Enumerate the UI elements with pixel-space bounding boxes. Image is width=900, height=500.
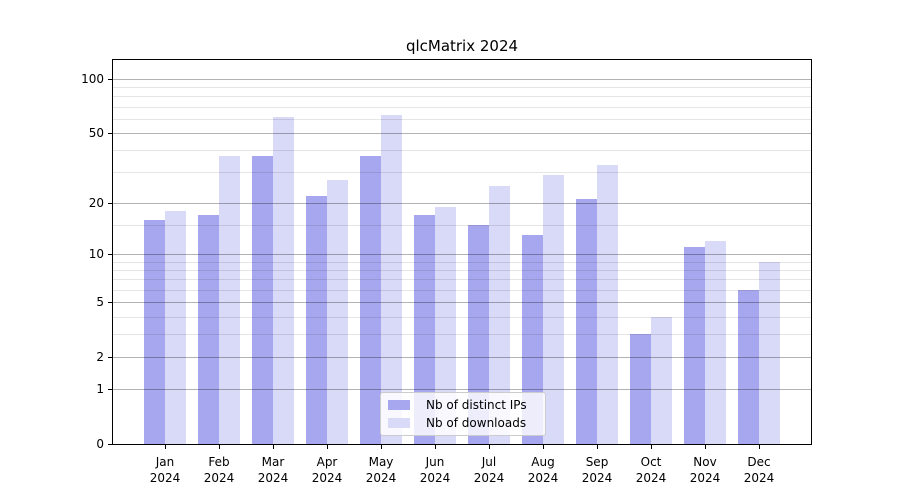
gridlines-layer xyxy=(113,60,811,444)
y-tick-label-1: 1 xyxy=(96,382,104,396)
gridline-minor-8 xyxy=(113,270,811,271)
x-tick-jan xyxy=(165,445,166,449)
gridline-major-5 xyxy=(113,302,811,303)
y-tick-0 xyxy=(108,444,112,445)
x-tick-nov xyxy=(705,445,706,449)
gridline-minor-4 xyxy=(113,317,811,318)
x-tick-sep xyxy=(597,445,598,449)
bar-downloads-may xyxy=(381,114,402,444)
gridline-major-1 xyxy=(113,389,811,390)
bar-downloads-jan xyxy=(165,211,186,444)
x-tick-label-apr: Apr 2024 xyxy=(311,455,343,485)
gridline-minor-90 xyxy=(113,87,811,88)
legend-label-downloads: Nb of downloads xyxy=(426,415,527,430)
bar-distinct-ips-nov xyxy=(684,247,705,444)
x-tick-dec xyxy=(759,445,760,449)
gridline-minor-80 xyxy=(113,96,811,97)
y-tick-2 xyxy=(108,357,112,358)
gridline-major-10 xyxy=(113,254,811,255)
bar-downloads-mar xyxy=(273,117,294,444)
bar-distinct-ips-dec xyxy=(738,290,759,444)
y-tick-10 xyxy=(108,254,112,255)
y-tick-5 xyxy=(108,302,112,303)
bar-downloads-apr xyxy=(327,180,348,444)
x-tick-label-mar: Mar 2024 xyxy=(257,455,289,485)
y-tick-20 xyxy=(108,203,112,204)
y-tick-label-20: 20 xyxy=(88,196,104,210)
gridline-major-20 xyxy=(113,203,811,204)
x-tick-label-may: May 2024 xyxy=(365,455,397,485)
y-tick-label-100: 100 xyxy=(81,72,104,86)
x-tick-may xyxy=(381,445,382,449)
x-tick-mar xyxy=(273,445,274,449)
bar-downloads-aug xyxy=(543,174,564,444)
bar-distinct-ips-jun xyxy=(414,215,435,444)
gridline-minor-3 xyxy=(113,334,811,335)
x-tick-jun xyxy=(435,445,436,449)
bar-downloads-jun xyxy=(435,206,456,444)
y-tick-label-5: 5 xyxy=(96,295,104,309)
gridline-minor-15 xyxy=(113,225,811,226)
x-tick-aug xyxy=(543,445,544,449)
gridline-minor-6 xyxy=(113,290,811,291)
x-tick-label-oct: Oct 2024 xyxy=(635,455,667,485)
bar-distinct-ips-sep xyxy=(576,199,597,444)
x-tick-label-jan: Jan 2024 xyxy=(149,455,181,485)
gridline-major-2 xyxy=(113,357,811,358)
x-tick-label-dec: Dec 2024 xyxy=(743,455,775,485)
bar-distinct-ips-oct xyxy=(630,334,651,444)
y-tick-label-50: 50 xyxy=(88,126,104,140)
gridline-minor-9 xyxy=(113,262,811,263)
y-tick-label-10: 10 xyxy=(88,247,104,261)
gridline-minor-30 xyxy=(113,172,811,173)
bar-downloads-feb xyxy=(219,156,240,444)
bar-distinct-ips-jan xyxy=(144,219,165,444)
gridline-minor-60 xyxy=(113,119,811,120)
bar-distinct-ips-jul xyxy=(468,224,489,444)
bar-distinct-ips-may xyxy=(360,156,381,444)
plot-area xyxy=(112,59,812,445)
bar-distinct-ips-feb xyxy=(198,215,219,444)
bar-downloads-oct xyxy=(651,316,672,444)
y-tick-50 xyxy=(108,133,112,134)
bar-distinct-ips-aug xyxy=(522,235,543,444)
legend-swatch-distinct-ips xyxy=(388,400,410,411)
x-tick-jul xyxy=(489,445,490,449)
bar-downloads-nov xyxy=(705,241,726,444)
x-tick-oct xyxy=(651,445,652,449)
gridline-minor-40 xyxy=(113,150,811,151)
bar-distinct-ips-mar xyxy=(252,156,273,444)
y-tick-1 xyxy=(108,389,112,390)
gridline-major-100 xyxy=(113,79,811,80)
legend-item-downloads: Nb of downloads xyxy=(388,416,538,430)
x-tick-label-feb: Feb 2024 xyxy=(203,455,235,485)
x-tick-label-jun: Jun 2024 xyxy=(419,455,451,485)
bar-downloads-dec xyxy=(759,261,780,444)
legend-swatch-downloads xyxy=(388,417,410,428)
x-tick-label-jul: Jul 2024 xyxy=(473,455,505,485)
y-tick-label-0: 0 xyxy=(96,437,104,451)
y-tick-label-2: 2 xyxy=(96,350,104,364)
bars-layer xyxy=(113,60,811,444)
gridline-major-50 xyxy=(113,133,811,134)
bar-downloads-sep xyxy=(597,164,618,444)
bar-distinct-ips-apr xyxy=(306,195,327,444)
legend-label-distinct-ips: Nb of distinct IPs xyxy=(426,398,527,413)
x-tick-apr xyxy=(327,445,328,449)
x-tick-label-aug: Aug 2024 xyxy=(527,455,559,485)
x-tick-feb xyxy=(219,445,220,449)
legend-item-distinct-ips: Nb of distinct IPs xyxy=(388,398,538,412)
chart-title: qlcMatrix 2024 xyxy=(405,37,519,55)
gridline-minor-7 xyxy=(113,279,811,280)
y-tick-100 xyxy=(108,79,112,80)
x-tick-label-nov: Nov 2024 xyxy=(689,455,721,485)
legend: Nb of distinct IPs Nb of downloads xyxy=(380,392,546,436)
bar-downloads-jul xyxy=(489,186,510,444)
gridline-minor-70 xyxy=(113,107,811,108)
x-tick-label-sep: Sep 2024 xyxy=(581,455,613,485)
